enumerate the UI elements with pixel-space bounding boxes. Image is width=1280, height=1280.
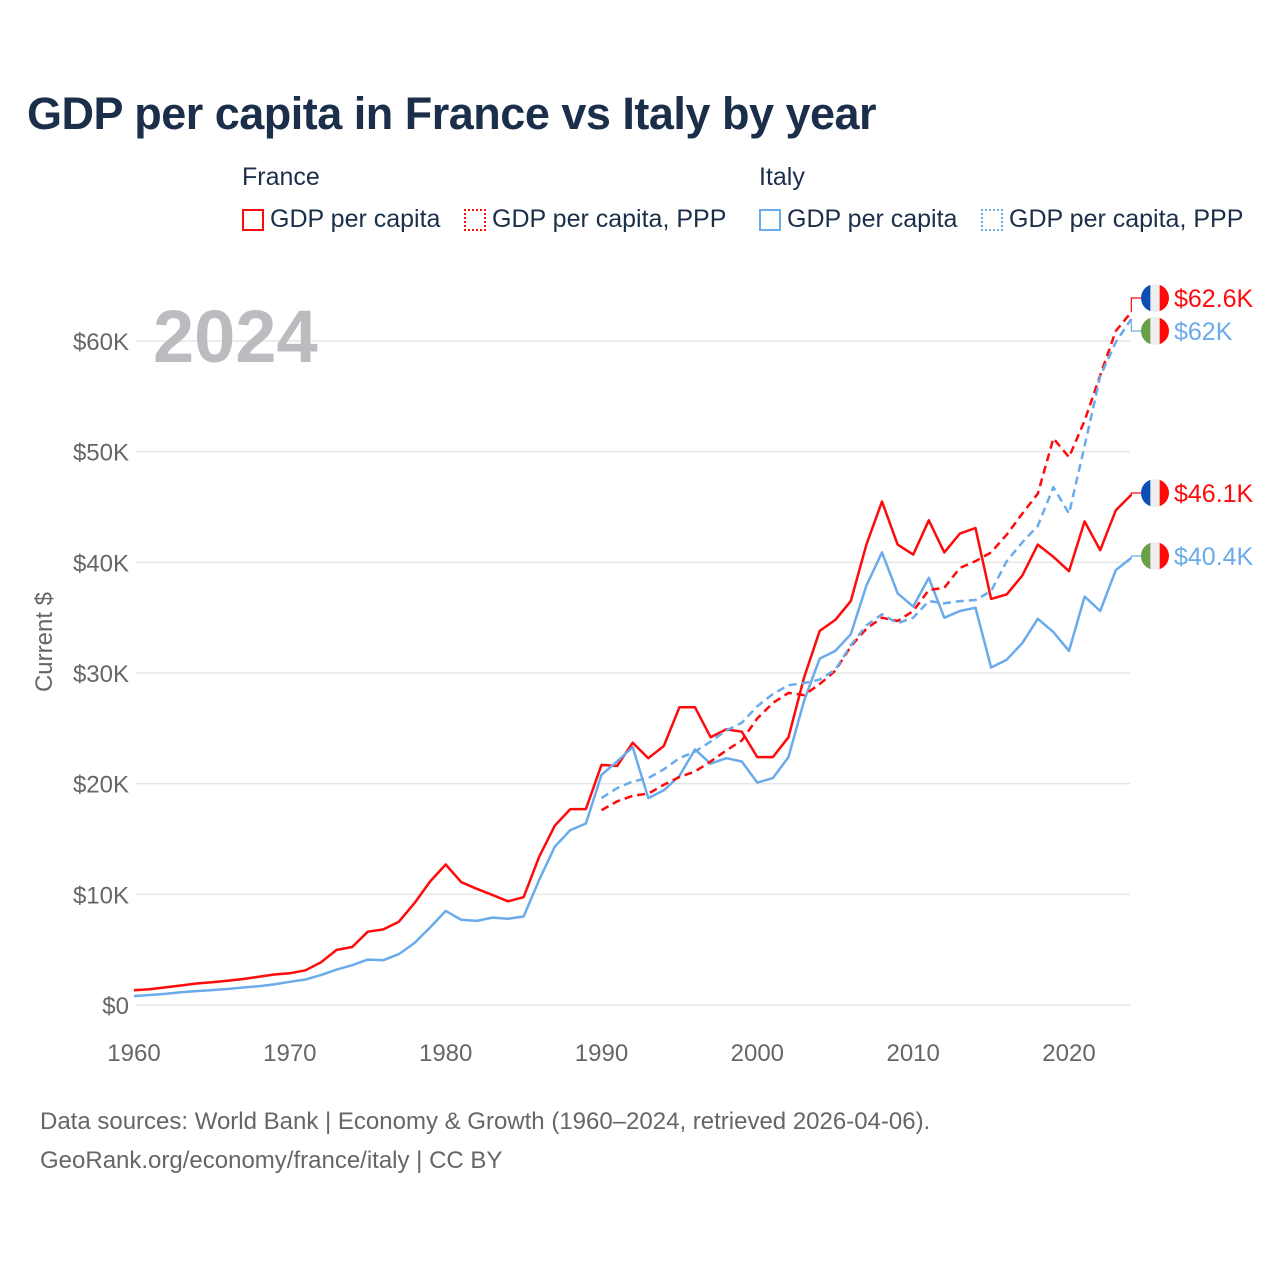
legend-label: GDP per capita, PPP <box>492 205 727 233</box>
legend-swatch-dotted-red <box>464 208 486 231</box>
y-axis-title: Current $ <box>31 592 58 692</box>
legend-group-france: France <box>242 163 320 191</box>
x-tick-label: 1980 <box>419 1040 472 1067</box>
end-connector <box>1130 492 1141 495</box>
chart-title: GDP per capita in France vs Italy by yea… <box>27 88 877 139</box>
legend-swatch-solid-blue <box>759 208 781 231</box>
y-tick-label: $30K <box>73 661 129 688</box>
x-tick-label: 1990 <box>575 1040 628 1067</box>
x-tick-label: 2010 <box>886 1040 939 1067</box>
legend-group-italy: Italy <box>759 163 805 191</box>
legend-france-gdp[interactable]: GDP per capita <box>242 205 440 234</box>
end-connector <box>1130 555 1141 558</box>
end-value-label: $40.4K <box>1174 543 1254 571</box>
france-flag-icon <box>1141 284 1169 312</box>
x-tick-label: 1970 <box>263 1040 316 1067</box>
legend-swatch-dotted-blue <box>981 208 1003 231</box>
legend-label: GDP per capita <box>787 205 958 233</box>
legend-france-gdp-ppp[interactable]: GDP per capita, PPP <box>464 205 726 234</box>
x-tick-label: 2000 <box>731 1040 784 1067</box>
x-tick-label: 1960 <box>107 1040 160 1067</box>
y-tick-label: $50K <box>73 440 129 467</box>
end-connector <box>1130 318 1141 332</box>
footer-sources: Data sources: World Bank | Economy & Gro… <box>40 1108 931 1135</box>
y-tick-label: $0 <box>102 993 129 1020</box>
series-line-italy <box>133 551 1133 998</box>
y-tick-label: $60K <box>73 329 129 356</box>
legend-italy-gdp-ppp[interactable]: GDP per capita, PPP <box>981 205 1243 234</box>
x-tick-label: 2020 <box>1042 1040 1095 1067</box>
end-value-label: $62.6K <box>1174 285 1254 313</box>
italy-flag-icon <box>1141 542 1169 570</box>
current-year-label: 2024 <box>153 295 318 378</box>
y-tick-label: $20K <box>73 772 129 799</box>
y-tick-label: $10K <box>73 882 129 909</box>
end-value-label: $62K <box>1174 318 1233 346</box>
end-value-label: $46.1K <box>1174 480 1254 508</box>
series-line-italy-ppp <box>600 318 1133 800</box>
legend-italy-gdp[interactable]: GDP per capita <box>759 205 957 234</box>
legend-label: GDP per capita <box>270 205 441 233</box>
legend-label: GDP per capita, PPP <box>1009 205 1244 233</box>
y-tick-label: $40K <box>73 550 129 577</box>
footer-attribution: GeoRank.org/economy/france/italy | CC BY <box>40 1147 503 1174</box>
series-line-france-ppp <box>600 311 1133 812</box>
france-flag-icon <box>1141 479 1169 507</box>
end-connector <box>1130 297 1141 313</box>
series-line-france <box>133 493 1133 992</box>
legend-swatch-solid-red <box>242 208 264 231</box>
italy-flag-icon <box>1141 317 1169 345</box>
